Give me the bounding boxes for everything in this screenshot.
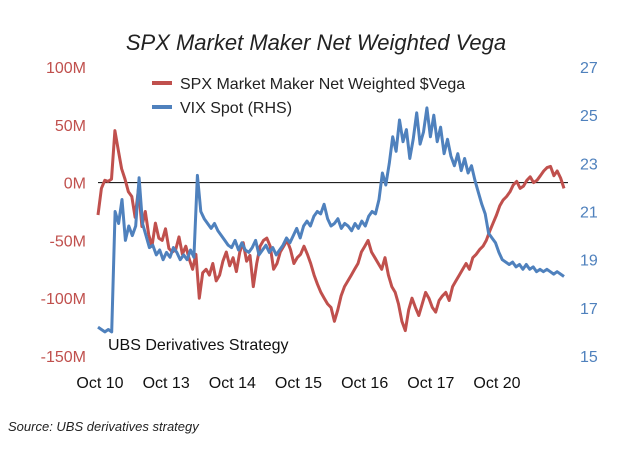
series-line-vix <box>97 106 565 334</box>
series-line-vega <box>96 129 566 333</box>
x-axis-tick-label: Oct 10 <box>76 375 123 392</box>
series-group <box>96 106 566 334</box>
x-axis-tick-labels: Oct 10 Oct 13 Oct 14 Oct 15 Oct 16 Oct 17 Oct … <box>76 375 520 392</box>
legend-label-vega: SPX Market Maker Net Weighted $Vega <box>180 76 465 93</box>
legend-label-vix: VIX Spot (RHS) <box>180 100 292 117</box>
x-axis-tick-label: Oct 16 <box>341 375 388 392</box>
left-axis-tick-label: -50M <box>50 233 86 250</box>
right-axis-tick-label: 15 <box>580 349 598 366</box>
right-axis-tick-label: 25 <box>580 108 598 125</box>
right-axis-tick-label: 27 <box>580 60 598 77</box>
x-axis-tick-label: Oct 13 <box>143 375 190 392</box>
right-axis-tick-label: 21 <box>580 205 598 222</box>
right-axis-tick-label: 19 <box>580 253 598 270</box>
left-axis-tick-labels: 100M 50M 0M -50M -100M -150M <box>41 60 86 366</box>
left-axis-tick-label: 100M <box>46 60 86 77</box>
x-axis-tick-label: Oct 20 <box>473 375 520 392</box>
left-axis-tick-label: 0M <box>64 176 86 193</box>
right-axis-tick-label: 23 <box>580 156 598 173</box>
x-axis-tick-label: Oct 15 <box>275 375 322 392</box>
chart-title: SPX Market Maker Net Weighted Vega <box>126 30 506 55</box>
x-axis-tick-label: Oct 17 <box>407 375 454 392</box>
x-axis-tick-label: Oct 14 <box>209 375 256 392</box>
right-axis-tick-label: 17 <box>580 301 598 318</box>
left-axis-tick-label: 50M <box>55 118 86 135</box>
left-axis-tick-label: -150M <box>41 349 86 366</box>
watermark-label: UBS Derivatives Strategy <box>108 337 289 354</box>
right-axis-tick-labels: 27 25 23 21 19 17 15 <box>580 60 598 366</box>
legend: SPX Market Maker Net Weighted $Vega VIX … <box>152 76 465 117</box>
source-note: Source: UBS derivatives strategy <box>8 419 200 434</box>
left-axis-tick-label: -100M <box>41 291 86 308</box>
